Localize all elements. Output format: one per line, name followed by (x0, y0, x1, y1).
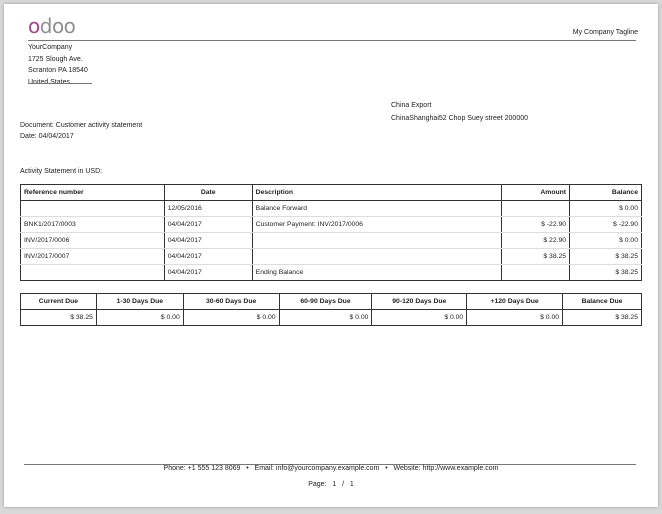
company-tagline: My Company Tagline (572, 29, 638, 36)
customer-address: China Export ChinaShanghai52 Chop Suey s… (391, 99, 528, 125)
company-address: YourCompany 1725 Slough Ave. Scranton PA… (28, 42, 88, 88)
table-cell: $ 0.00 (569, 200, 642, 217)
current-page: 1 (332, 481, 337, 488)
table-cell: $ 22.90 (501, 232, 571, 249)
column-header: 30-60 Days Due (182, 293, 280, 310)
footer-divider (24, 464, 636, 465)
activity-table: Reference number Date Description Amount… (20, 184, 642, 281)
column-header: Description (251, 184, 503, 201)
document-label: Document: Customer activity statement (20, 122, 143, 129)
table-cell: $ 38.25 (569, 264, 642, 281)
table-row: INV/2017/0006 04/04/2017 $ 22.90 $ 0.00 (20, 232, 642, 249)
table-cell: $ 0.00 (466, 309, 564, 326)
column-header: Amount (501, 184, 571, 201)
table-cell: $ 0.00 (278, 309, 373, 326)
table-cell: 04/04/2017 (163, 216, 253, 233)
table-row: 12/05/2016 Balance Forward $ 0.00 (20, 200, 642, 217)
table-row: BNK1/2017/0003 04/04/2017 Customer Payment… (20, 216, 642, 233)
company-country: United States (28, 78, 71, 86)
company-city: Scranton PA 18540 (28, 67, 88, 74)
column-header: Balance (569, 184, 642, 201)
table-cell: 04/04/2017 (163, 248, 253, 265)
table-cell: BNK1/2017/0003 (20, 216, 165, 233)
table-cell: Ending Balance (251, 264, 503, 281)
page-label: Page: (308, 481, 327, 488)
company-name: YourCompany (28, 44, 73, 51)
customer-street: ChinaShanghai52 Chop Suey street 200000 (391, 115, 528, 122)
column-header: Date (163, 184, 253, 201)
table-cell (251, 248, 503, 265)
company-street: 1725 Slough Ave. (28, 55, 83, 63)
company-logo: odoo (28, 14, 76, 38)
statement-title: Activity Statement in USD: (20, 168, 103, 175)
footer-contact: Phone: +1 555 123 8069 • Email: info@you… (163, 465, 499, 472)
table-cell: $ 38.25 (501, 248, 571, 265)
table-cell: 12/05/2016 (163, 200, 253, 217)
table-cell: $ 0.00 (569, 232, 642, 249)
table-cell: 04/04/2017 (163, 264, 253, 281)
table-cell: INV/2017/0007 (20, 248, 165, 265)
table-cell: $ 38.25 (562, 309, 642, 326)
column-header: 1-30 Days Due (95, 293, 184, 310)
table-cell: $ 0.00 (371, 309, 468, 326)
table-cell (501, 264, 571, 281)
table-cell (251, 232, 503, 249)
total-pages: 1 (349, 481, 354, 488)
header-divider (28, 40, 636, 41)
table-cell: $ -22.90 (501, 216, 571, 233)
table-row: 04/04/2017 Ending Balance $ 38.25 (20, 264, 642, 281)
page-separator: / (342, 481, 345, 488)
customer-name: China Export (391, 102, 432, 109)
table-row: INV/2017/0007 04/04/2017 $ 38.25 $ 38.25 (20, 248, 642, 265)
column-header: Reference number (20, 184, 165, 201)
table-cell: $ 38.25 (569, 248, 642, 265)
table-cell: INV/2017/0006 (20, 232, 165, 249)
column-header: 60-90 Days Due (278, 293, 373, 310)
table-cell (20, 200, 165, 217)
table-header-row: Reference number Date Description Amount… (20, 184, 642, 201)
document-info: Document: Customer activity statement Da… (20, 120, 142, 142)
table-header-row: Current Due 1-30 Days Due 30-60 Days Due 60… (20, 293, 642, 310)
table-cell: $ 0.00 (95, 309, 184, 326)
table-cell (20, 264, 165, 281)
page-number: Page: 1 / 1 (4, 481, 658, 488)
document-date: Date: 04/04/2017 (20, 133, 74, 140)
table-row: $ 38.25 $ 0.00 $ 0.00 $ 0.00 $ 0.00 $ 0.00 $ 3… (20, 309, 642, 326)
column-header: +120 Days Due (466, 293, 564, 310)
table-cell: $ 38.25 (20, 309, 97, 326)
table-cell: Balance Forward (251, 200, 503, 217)
column-header: Balance Due (562, 293, 642, 310)
aging-table: Current Due 1-30 Days Due 30-60 Days Due 60… (20, 293, 642, 326)
table-cell (501, 200, 571, 217)
table-cell: Customer Payment: INV/2017/0006 (251, 216, 503, 233)
table-cell: $ -22.90 (569, 216, 642, 233)
address-divider (28, 83, 92, 84)
report-page: odoo My Company Tagline YourCompany 1725… (4, 4, 658, 507)
column-header: 90-120 Days Due (371, 293, 468, 310)
table-cell: $ 0.00 (182, 309, 280, 326)
column-header: Current Due (20, 293, 97, 310)
table-cell: 04/04/2017 (163, 232, 253, 249)
